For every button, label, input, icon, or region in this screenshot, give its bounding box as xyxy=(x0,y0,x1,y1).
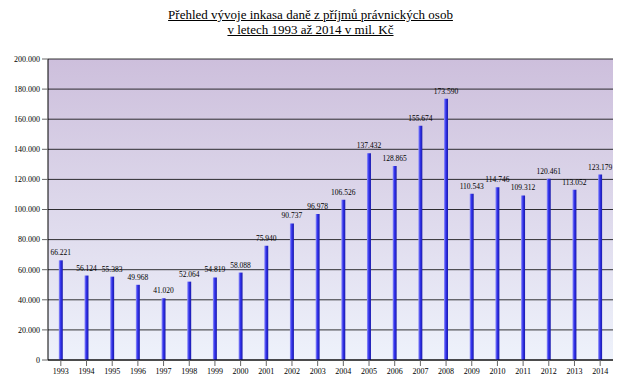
svg-text:110.543: 110.543 xyxy=(460,182,484,191)
svg-text:2009: 2009 xyxy=(464,367,480,376)
html-text:v letech 1993 až 2014 v mil. K: v letech 1993 až 2014 v mil. Kč xyxy=(227,22,394,37)
svg-text:120.461: 120.461 xyxy=(537,167,562,176)
svg-text:56.124: 56.124 xyxy=(76,264,97,273)
svg-text:41.020: 41.020 xyxy=(153,286,174,295)
svg-text:123.179: 123.179 xyxy=(588,163,613,172)
svg-text:155.674: 155.674 xyxy=(408,114,433,123)
svg-text:160.000: 160.000 xyxy=(14,115,40,124)
svg-text:100.000: 100.000 xyxy=(14,205,40,214)
svg-text:1993: 1993 xyxy=(53,367,69,376)
svg-text:2003: 2003 xyxy=(310,367,326,376)
svg-text:90.737: 90.737 xyxy=(282,211,303,220)
svg-text:1997: 1997 xyxy=(156,367,172,376)
svg-text:54.819: 54.819 xyxy=(205,265,226,274)
svg-text:96.978: 96.978 xyxy=(307,202,328,211)
svg-text:2008: 2008 xyxy=(438,367,454,376)
svg-text:66.221: 66.221 xyxy=(50,248,71,257)
svg-text:2006: 2006 xyxy=(387,367,403,376)
svg-text:140.000: 140.000 xyxy=(14,145,40,154)
svg-text:1998: 1998 xyxy=(181,367,197,376)
svg-text:75.940: 75.940 xyxy=(256,234,277,243)
svg-text:2013: 2013 xyxy=(566,367,582,376)
svg-text:1995: 1995 xyxy=(104,367,120,376)
svg-text:2004: 2004 xyxy=(335,367,351,376)
svg-text:1994: 1994 xyxy=(79,367,95,376)
svg-text:80.000: 80.000 xyxy=(18,235,40,244)
svg-text:1999: 1999 xyxy=(207,367,223,376)
svg-text:2010: 2010 xyxy=(489,367,505,376)
svg-text:2007: 2007 xyxy=(412,367,428,376)
svg-text:0: 0 xyxy=(36,356,40,365)
svg-text:113.052: 113.052 xyxy=(562,178,586,187)
svg-text:109.312: 109.312 xyxy=(511,183,536,192)
svg-text:40.000: 40.000 xyxy=(18,296,40,305)
svg-text:58.088: 58.088 xyxy=(230,261,251,270)
svg-text:1996: 1996 xyxy=(130,367,146,376)
svg-text:2000: 2000 xyxy=(233,367,249,376)
svg-text:52.064: 52.064 xyxy=(179,270,200,279)
svg-text:180.000: 180.000 xyxy=(14,85,40,94)
svg-text:2002: 2002 xyxy=(284,367,300,376)
svg-text:120.000: 120.000 xyxy=(14,175,40,184)
svg-text:2001: 2001 xyxy=(258,367,274,376)
svg-text:128.865: 128.865 xyxy=(382,154,407,163)
svg-text:20.000: 20.000 xyxy=(18,326,40,335)
svg-text:173.590: 173.590 xyxy=(434,87,459,96)
svg-text:2012: 2012 xyxy=(541,367,557,376)
svg-text:137.432: 137.432 xyxy=(357,141,382,150)
svg-text:49.968: 49.968 xyxy=(128,273,149,282)
svg-text:200.000: 200.000 xyxy=(14,55,40,64)
svg-text:2005: 2005 xyxy=(361,367,377,376)
svg-text:2014: 2014 xyxy=(592,367,608,376)
svg-text:60.000: 60.000 xyxy=(18,266,40,275)
html-text:Přehled vývoje inkasa daně z p: Přehled vývoje inkasa daně z příjmů práv… xyxy=(168,7,453,22)
svg-text:55.383: 55.383 xyxy=(102,265,123,274)
svg-text:106.526: 106.526 xyxy=(331,188,356,197)
svg-text:2011: 2011 xyxy=(515,367,531,376)
svg-text:114.746: 114.746 xyxy=(485,175,509,184)
